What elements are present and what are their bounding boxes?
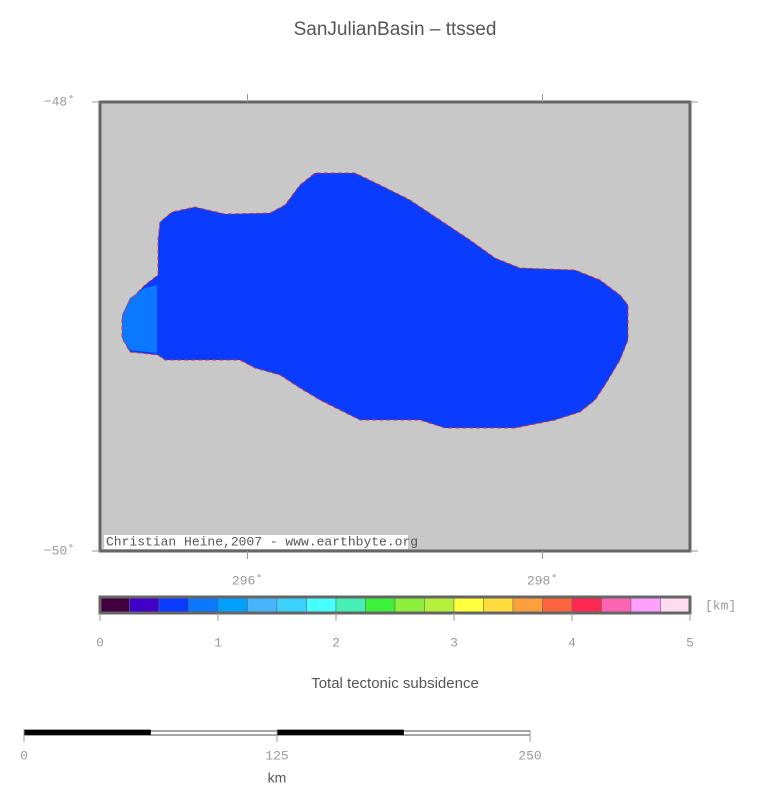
colorbar-segment bbox=[276, 596, 307, 614]
scalebar-segment bbox=[403, 730, 531, 736]
colorbar-segment bbox=[424, 596, 455, 614]
colorbar-tick-label: 4 bbox=[568, 635, 576, 650]
colorbar-segment bbox=[306, 596, 337, 614]
colorbar-label: Total tectonic subsidence bbox=[311, 675, 479, 692]
colorbar-segment bbox=[453, 596, 484, 614]
colorbar-tick-label: 3 bbox=[450, 635, 458, 650]
basin-deep bbox=[122, 285, 157, 353]
colorbar-segment bbox=[660, 596, 691, 614]
colorbar-border bbox=[98, 595, 692, 615]
map-border bbox=[98, 100, 692, 553]
colorbar-segment bbox=[542, 596, 573, 614]
colorbar-segment bbox=[99, 596, 130, 614]
colorbar-tick-label: 1 bbox=[214, 635, 222, 650]
colorbar-segment bbox=[483, 596, 514, 614]
lat-tick-label: −50˚ bbox=[44, 543, 75, 558]
colorbar-segment bbox=[571, 596, 602, 614]
scalebar-segment bbox=[276, 729, 404, 736]
colorbar-segment bbox=[247, 596, 278, 614]
colorbar-segment bbox=[365, 596, 396, 614]
colorbar-segment bbox=[188, 596, 219, 614]
colorbar-tick-label: 0 bbox=[96, 635, 104, 650]
colorbar-segment bbox=[217, 596, 248, 614]
scalebar-segment bbox=[150, 730, 278, 736]
colorbar-segment bbox=[601, 596, 632, 614]
colorbar-tick-label: 2 bbox=[332, 635, 340, 650]
colorbar-unit: [km] bbox=[705, 598, 736, 613]
colorbar-tick-label: 5 bbox=[686, 635, 694, 650]
colorbar-segment bbox=[394, 596, 425, 614]
credit: Christian Heine,2007 - www.earthbyte.org bbox=[106, 534, 418, 549]
colorbar-segment bbox=[129, 596, 160, 614]
lat-tick-label: −48˚ bbox=[44, 94, 75, 109]
colorbar-segment bbox=[335, 596, 366, 614]
basin-outline bbox=[121, 172, 629, 429]
lon-tick-label: 296˚ bbox=[232, 573, 263, 588]
scalebar-unit: km bbox=[268, 770, 287, 786]
colorbar-segment bbox=[630, 596, 661, 614]
scalebar-tick-label: 250 bbox=[518, 748, 541, 763]
lon-tick-label: 298˚ bbox=[527, 573, 558, 588]
credit-box bbox=[104, 535, 408, 549]
colorbar-segment bbox=[158, 596, 189, 614]
map-title: SanJulianBasin – ttssed bbox=[294, 19, 497, 40]
scalebar-tick-label: 0 bbox=[20, 748, 28, 763]
colorbar-segment bbox=[512, 596, 543, 614]
scalebar-segment bbox=[23, 729, 151, 736]
scalebar-tick-label: 125 bbox=[265, 748, 288, 763]
